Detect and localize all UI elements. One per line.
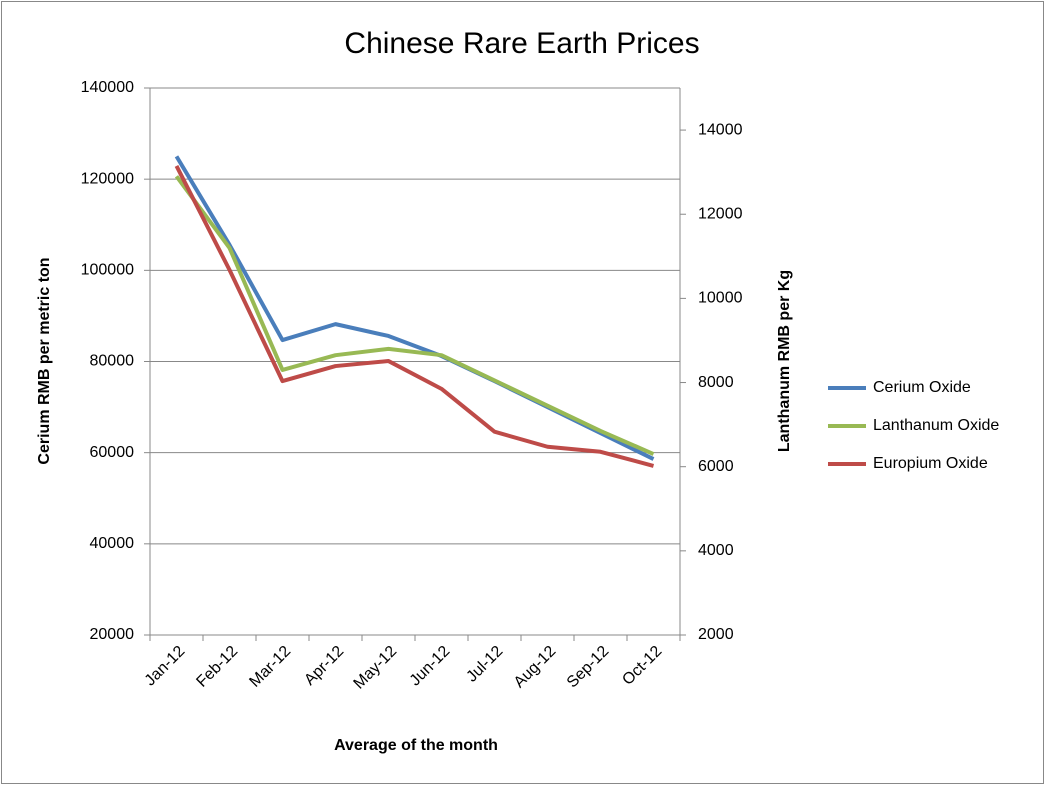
- y-tick-label: 60000: [90, 444, 135, 461]
- y-axis-title: Cerium RMB per metric ton: [36, 257, 53, 464]
- y-tick-label: 80000: [90, 353, 135, 370]
- y2-tick-label: 12000: [698, 205, 743, 222]
- y2-tick-label: 8000: [698, 374, 734, 391]
- y2-tick-label: 14000: [698, 121, 743, 138]
- x-axis-title: Average of the month: [334, 737, 498, 754]
- legend-label: Lanthanum Oxide: [873, 417, 999, 434]
- y2-tick-label: 4000: [698, 542, 734, 559]
- y2-tick-label: 2000: [698, 626, 734, 643]
- y-tick-label: 120000: [81, 170, 134, 187]
- line-series: [174, 175, 655, 456]
- y-tick-label: 100000: [81, 262, 134, 279]
- y-tick-label: 40000: [90, 535, 135, 552]
- legend-label: Europium Oxide: [873, 455, 988, 472]
- line-series: [174, 165, 655, 468]
- legend-label: Cerium Oxide: [873, 379, 971, 396]
- chart-title: Chinese Rare Earth Prices: [344, 27, 699, 60]
- y-tick-label: 140000: [81, 79, 134, 96]
- y2-tick-label: 10000: [698, 290, 743, 307]
- y-tick-label: 20000: [90, 626, 135, 643]
- y2-tick-label: 6000: [698, 458, 734, 475]
- y2-axis-title: Lanthanum RMB per Kg: [776, 270, 793, 452]
